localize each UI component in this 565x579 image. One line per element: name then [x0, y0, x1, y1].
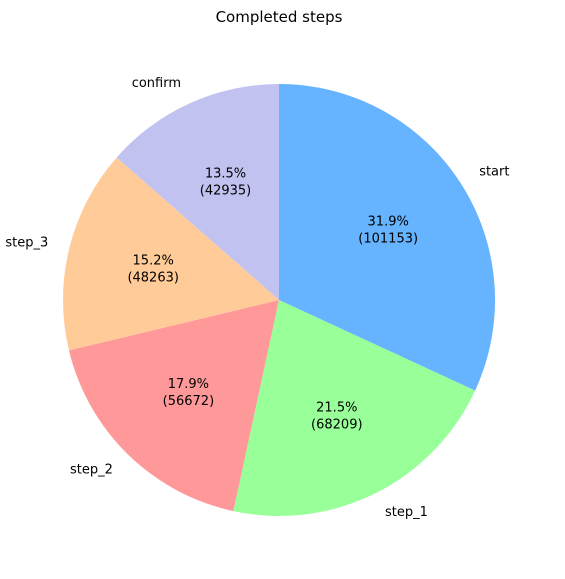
pie-slice-step-3 [62, 157, 279, 351]
slice-label-step-3: step_3 [5, 236, 48, 251]
slice-label-confirm: confirm [132, 76, 181, 91]
pie-slices [62, 84, 496, 517]
slice-value-step-1: (68209) [311, 418, 363, 433]
pie-labels: start 31.9% (101153) step_1 21.5% (68209) step… [5, 76, 509, 520]
slice-label-step-2: step_2 [70, 462, 113, 477]
pie-slice-step-1 [233, 300, 476, 517]
slice-percent-confirm: 13.5% [205, 166, 246, 181]
slice-label-step-1: step_1 [385, 505, 428, 520]
pie-slice-step-2 [68, 300, 280, 512]
pie-slice-start [279, 84, 496, 391]
slice-value-step-2: (56672) [163, 394, 215, 409]
slice-value-confirm: (42935) [200, 183, 252, 198]
slice-percent-step-2: 17.9% [168, 377, 209, 392]
pie-slice-confirm [116, 84, 279, 300]
slice-label-start: start [479, 165, 509, 180]
slice-value-step-3: (48263) [127, 270, 179, 285]
slice-percent-start: 31.9% [368, 215, 409, 230]
slice-percent-step-3: 15.2% [133, 253, 174, 268]
slice-percent-step-1: 21.5% [316, 401, 357, 416]
chart-title: Completed steps [216, 8, 343, 26]
slice-value-start: (101153) [358, 232, 418, 247]
